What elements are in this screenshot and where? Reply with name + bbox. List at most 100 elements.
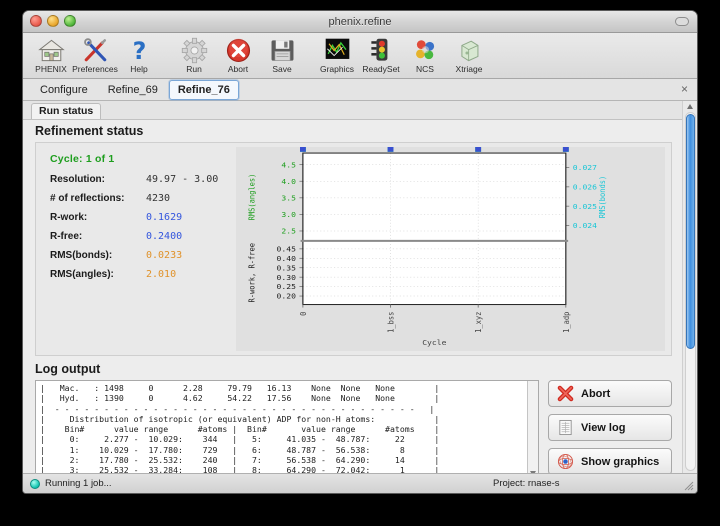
house-icon	[37, 39, 65, 62]
tab-refine-69[interactable]: Refine_69	[107, 83, 158, 96]
toolbar-button-graphics[interactable]: Graphics	[315, 35, 359, 74]
button-label: Abort	[581, 387, 611, 400]
molecule-graphics-icon	[325, 38, 349, 59]
crystal-box-icon	[460, 40, 478, 62]
toolbar-button-xtriage[interactable]: Xtriage	[447, 35, 491, 74]
toolbar-button-preferences[interactable]: Preferences	[72, 35, 118, 74]
sub-tab-run-status[interactable]: Run status	[31, 103, 102, 119]
floppy-disk-icon	[271, 40, 293, 61]
log-text-box[interactable]: | Mac. : 1498 0 2.28 79.79 16.13 None No…	[35, 380, 539, 473]
stat-value: 2.010	[146, 269, 177, 280]
stat-value: 0.0233	[146, 250, 183, 261]
scrollbar-thumb[interactable]	[686, 114, 695, 349]
tab-refine-76[interactable]: Refine_76	[168, 79, 239, 100]
stat-key: RMS(angles):	[50, 269, 114, 280]
svg-text:1_adp: 1_adp	[561, 311, 571, 333]
toolbar-label: Abort	[227, 64, 249, 74]
view-log-button[interactable]: View log	[548, 414, 672, 441]
svg-text:?: ?	[132, 37, 146, 64]
resize-grip-icon[interactable]	[682, 479, 694, 491]
zoom-button[interactable]	[64, 15, 76, 27]
stat-row-rms-bonds: RMS(bonds): 0.0233	[50, 250, 236, 261]
busy-indicator-icon	[30, 478, 40, 489]
project-label: Project: rnase-s	[493, 478, 560, 489]
toolbar-label: NCS	[416, 64, 434, 74]
toolbar-button-help[interactable]: ? Help	[117, 35, 161, 74]
toolbar-label: Preferences	[72, 64, 118, 74]
tab-bar: Configure Refine_69 Refine_76 ×	[23, 79, 697, 101]
svg-text:0.026: 0.026	[573, 183, 598, 191]
colored-spheres-icon	[415, 40, 434, 60]
abort-button[interactable]: Abort	[548, 380, 672, 407]
log-action-buttons: Abort	[548, 380, 672, 473]
stat-value: 4230	[146, 193, 171, 204]
cycle-label: Cycle: 1 of 1	[50, 153, 115, 165]
toolbar-label: Save	[272, 64, 292, 74]
svg-text:RMS(angles): RMS(angles)	[247, 174, 257, 221]
red-x-circle-icon	[226, 38, 250, 63]
svg-text:2.5: 2.5	[281, 227, 296, 235]
svg-text:1_bss: 1_bss	[386, 312, 396, 333]
window-title: phenix.refine	[328, 16, 392, 28]
svg-text:Cycle: Cycle	[422, 338, 447, 346]
stat-value: 0.1629	[146, 212, 183, 223]
red-x-icon	[557, 385, 574, 402]
stat-key: Resolution:	[50, 174, 105, 185]
refinement-progress-chart[interactable]: 2.5 3.0 3.5 4.0 4.5 0.024 0.025 0.026 0.027 0.20 0…	[236, 146, 665, 351]
svg-text:0.25: 0.25	[277, 283, 296, 291]
question-mark-icon: ?	[132, 37, 146, 64]
log-output-area: | Mac. : 1498 0 2.28 79.79 16.13 None No…	[23, 380, 682, 473]
log-output-title: Log output	[35, 362, 101, 376]
stat-key: # of reflections:	[50, 193, 125, 204]
toolbar-button-save[interactable]: Save	[260, 35, 304, 74]
svg-text:3.0: 3.0	[281, 211, 296, 219]
svg-text:0.025: 0.025	[573, 202, 597, 210]
traffic-light-icon	[370, 38, 387, 61]
svg-text:3.5: 3.5	[281, 194, 296, 202]
gear-icon	[181, 37, 207, 64]
app-window: phenix.refine PHENIX Preferences	[22, 10, 698, 494]
status-text: Running 1 job...	[45, 478, 112, 489]
sub-tab-bar: Run status	[23, 101, 682, 120]
svg-text:0.45: 0.45	[277, 245, 296, 253]
toolbar-button-ncs[interactable]: NCS	[403, 35, 447, 74]
toolbar-button-abort[interactable]: Abort	[216, 35, 260, 74]
tab-configure[interactable]: Configure	[40, 83, 88, 96]
toolbar-button-readyset[interactable]: ReadySet	[359, 35, 403, 74]
toolbar-label: Help	[130, 64, 148, 74]
toolbar-toggle-button[interactable]	[675, 17, 689, 26]
content-pane: Run status Refinement status Cycle: 1 of…	[23, 101, 682, 473]
chart-canvas: 2.53.03.54.04.50.0240.0250.0260.0270.200…	[247, 146, 608, 347]
svg-text:0.30: 0.30	[277, 273, 297, 281]
minimize-button[interactable]	[47, 15, 59, 27]
toolbar-label: PHENIX	[35, 64, 67, 74]
scroll-down-icon[interactable]	[530, 471, 536, 473]
stat-row-reflections: # of reflections: 4230	[50, 193, 236, 204]
stat-key: RMS(bonds):	[50, 250, 113, 261]
button-label: View log	[581, 421, 626, 434]
toolbar-button-phenix[interactable]: PHENIX	[29, 35, 73, 74]
screwdriver-wrench-icon	[83, 38, 106, 62]
window-controls[interactable]	[30, 15, 76, 27]
svg-text:0.40: 0.40	[277, 254, 297, 262]
toolbar-label: Graphics	[319, 64, 354, 74]
svg-text:RMS(bonds): RMS(bonds)	[598, 176, 608, 219]
title-bar[interactable]: phenix.refine	[23, 11, 697, 33]
show-graphics-button[interactable]: Show graphics	[548, 448, 672, 473]
molecule-sphere-icon	[557, 453, 574, 470]
close-button[interactable]	[30, 15, 42, 27]
main-toolbar: PHENIX Preferences ? Help	[23, 33, 697, 79]
toolbar-button-run[interactable]: Run	[172, 35, 216, 74]
log-scrollbar[interactable]	[527, 381, 538, 473]
close-tab-icon[interactable]: ×	[680, 82, 688, 96]
stat-key: R-free:	[50, 231, 83, 242]
scroll-up-icon[interactable]	[687, 104, 693, 109]
refinement-stats-list: Cycle: 1 of 1 Resolution: 49.97 - 3.00 #…	[36, 143, 236, 355]
svg-text:0: 0	[298, 311, 308, 316]
toolbar-label: ReadySet	[362, 64, 400, 74]
page-scrollbar[interactable]	[682, 101, 697, 473]
document-lines-icon	[559, 419, 572, 436]
toolbar-label: Xtriage	[455, 64, 483, 74]
window-body: Run status Refinement status Cycle: 1 of…	[23, 101, 697, 473]
svg-text:0.027: 0.027	[573, 164, 597, 172]
